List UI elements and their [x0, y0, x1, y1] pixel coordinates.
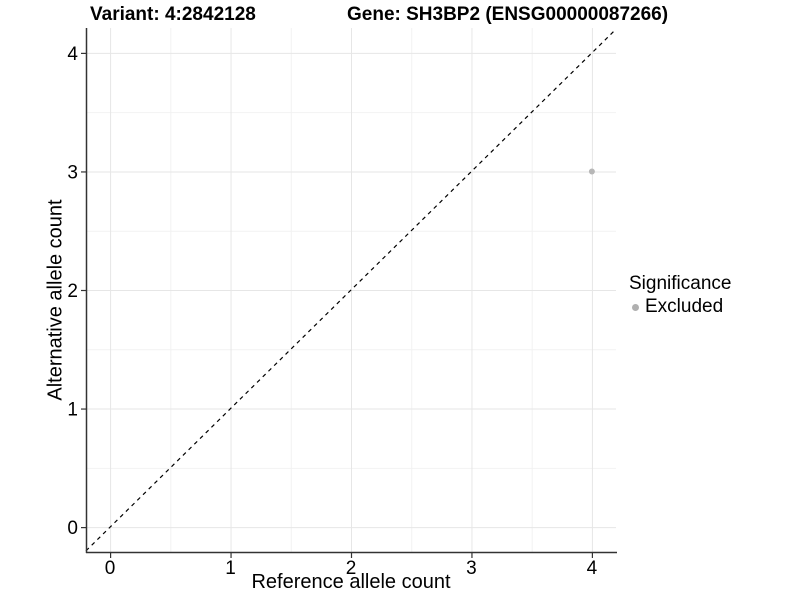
x-tick-label: 3 [466, 558, 477, 579]
y-tick-label: 4 [67, 44, 78, 65]
plot-title-gene: Gene: SH3BP2 (ENSG00000087266) [347, 4, 669, 25]
y-tick-label: 3 [67, 162, 78, 183]
legend-item-label: Excluded [645, 296, 724, 317]
x-tick-label: 4 [587, 558, 598, 579]
y-tick-label: 2 [67, 281, 78, 302]
y-tick-label: 0 [67, 518, 78, 539]
data-point [588, 168, 595, 175]
x-tick-label: 2 [346, 558, 357, 579]
identity-line [85, 28, 617, 552]
y-axis-title: Alternative allele count [44, 199, 67, 401]
legend-title: Significance [629, 273, 732, 294]
x-tick-label: 0 [105, 558, 116, 579]
x-tick-label: 1 [225, 558, 236, 579]
plot-title-variant: Variant: 4:2842128 [90, 4, 256, 25]
x-axis-title: Reference allele count [251, 571, 451, 593]
y-tick-label: 1 [67, 400, 78, 421]
legend: Significance Excluded [629, 272, 731, 318]
legend-item-excluded: Excluded [629, 296, 731, 318]
legend-point-icon [632, 303, 639, 311]
